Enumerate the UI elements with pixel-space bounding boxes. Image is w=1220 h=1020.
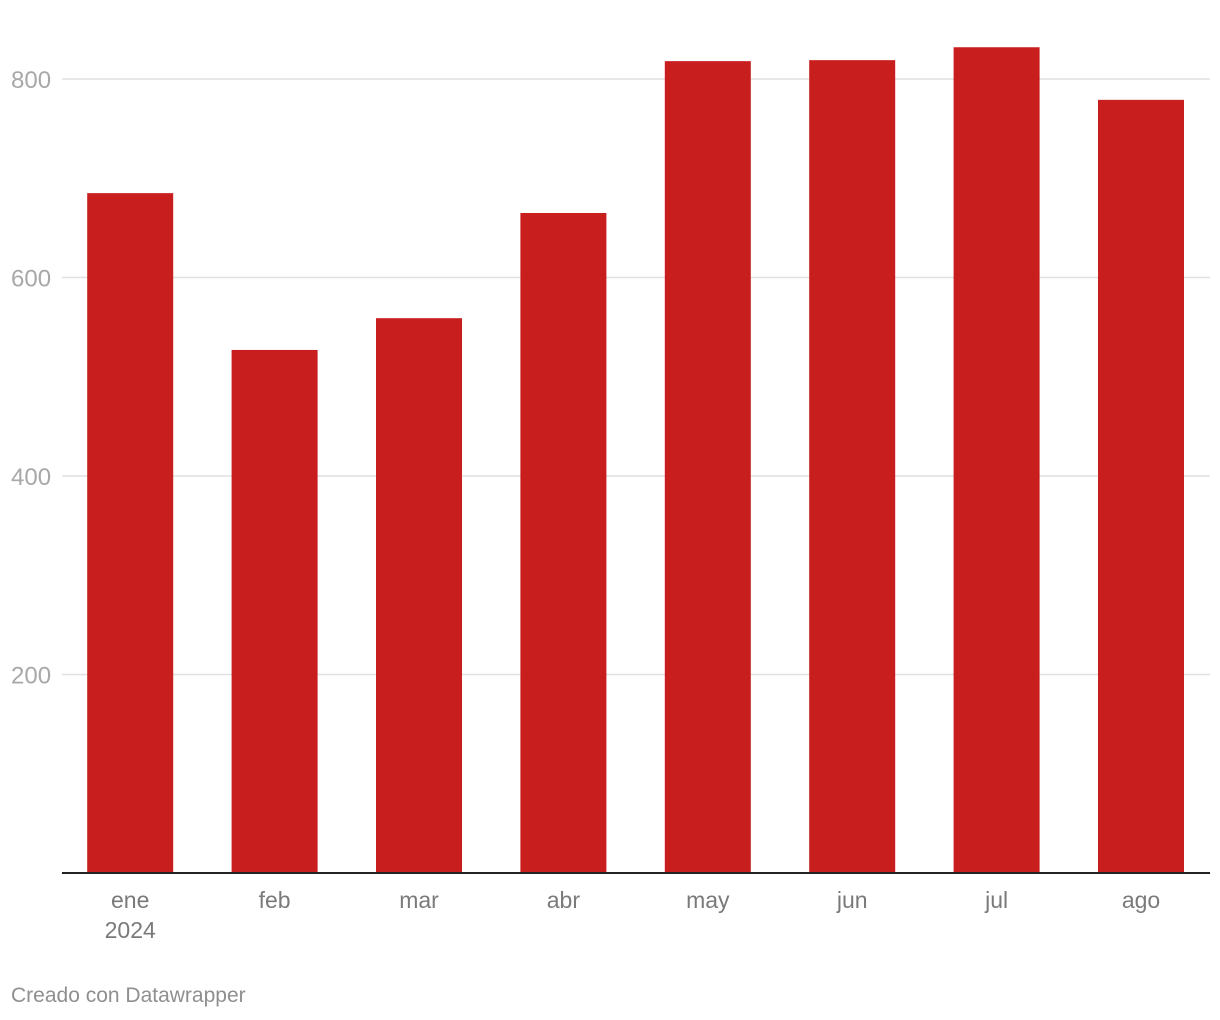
y-tick-label: 400 <box>11 464 51 491</box>
x-tick-label: ago <box>1122 887 1160 913</box>
x-tick-label: mar <box>399 887 439 913</box>
x-tick-label: jun <box>836 887 868 913</box>
x-tick-label: feb <box>259 887 291 913</box>
bar-ene <box>87 193 174 873</box>
x-tick-label: ene <box>111 887 149 913</box>
bar-abr <box>520 212 607 874</box>
x-tick-label: abr <box>547 887 581 913</box>
x-axis-ticks: ene 2024 feb mar abr may jun jul ago <box>105 887 1161 943</box>
bar-mar <box>376 318 462 873</box>
x-tick-label: jul <box>984 887 1008 913</box>
bar-jul <box>953 47 1040 874</box>
bar-feb <box>231 349 318 873</box>
bar-chart: 200 400 600 800 ene 2024 feb mar abr may jun jul ag… <box>11 47 1210 943</box>
bar-ago <box>1098 99 1184 873</box>
bars <box>87 47 1184 874</box>
y-axis-ticks: 200 400 600 800 <box>11 67 51 690</box>
bar-jun <box>809 60 896 873</box>
y-tick-label: 200 <box>11 663 51 690</box>
y-tick-label: 800 <box>11 67 51 94</box>
bar-may <box>664 61 751 873</box>
footer-credit: Creado con Datawrapper <box>11 984 246 1007</box>
x-tick-label: may <box>686 887 730 913</box>
x-tick-sublabel: 2024 <box>105 917 156 943</box>
y-tick-label: 600 <box>11 266 51 293</box>
